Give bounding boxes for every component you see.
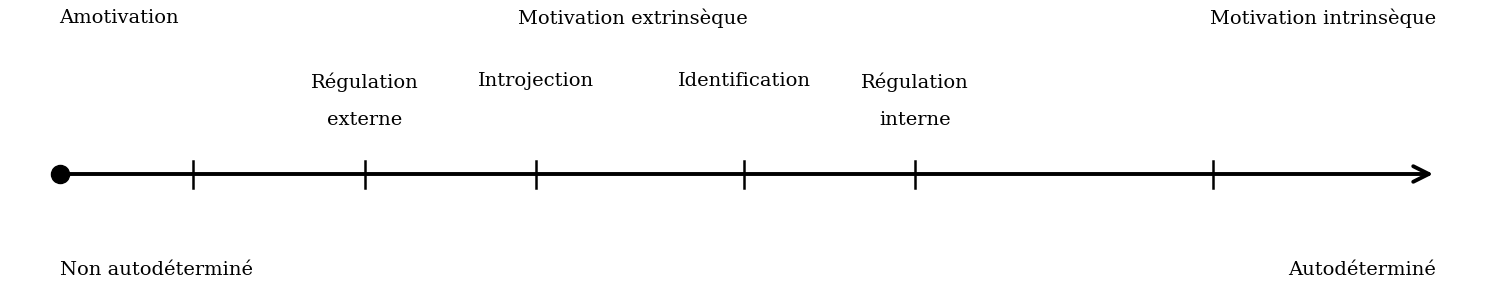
Text: Non autodéterminé: Non autodéterminé bbox=[60, 261, 253, 279]
Text: Motivation extrinsèque: Motivation extrinsèque bbox=[518, 9, 747, 28]
Text: Régulation: Régulation bbox=[311, 72, 418, 92]
Text: Autodéterminé: Autodéterminé bbox=[1289, 261, 1436, 279]
Text: Introjection: Introjection bbox=[478, 72, 594, 90]
Text: Identification: Identification bbox=[677, 72, 811, 90]
Text: Amotivation: Amotivation bbox=[60, 9, 179, 27]
Text: Motivation intrinsèque: Motivation intrinsèque bbox=[1210, 9, 1436, 28]
Text: externe: externe bbox=[327, 111, 402, 129]
Text: interne: interne bbox=[879, 111, 951, 129]
Text: Régulation: Régulation bbox=[862, 72, 969, 92]
